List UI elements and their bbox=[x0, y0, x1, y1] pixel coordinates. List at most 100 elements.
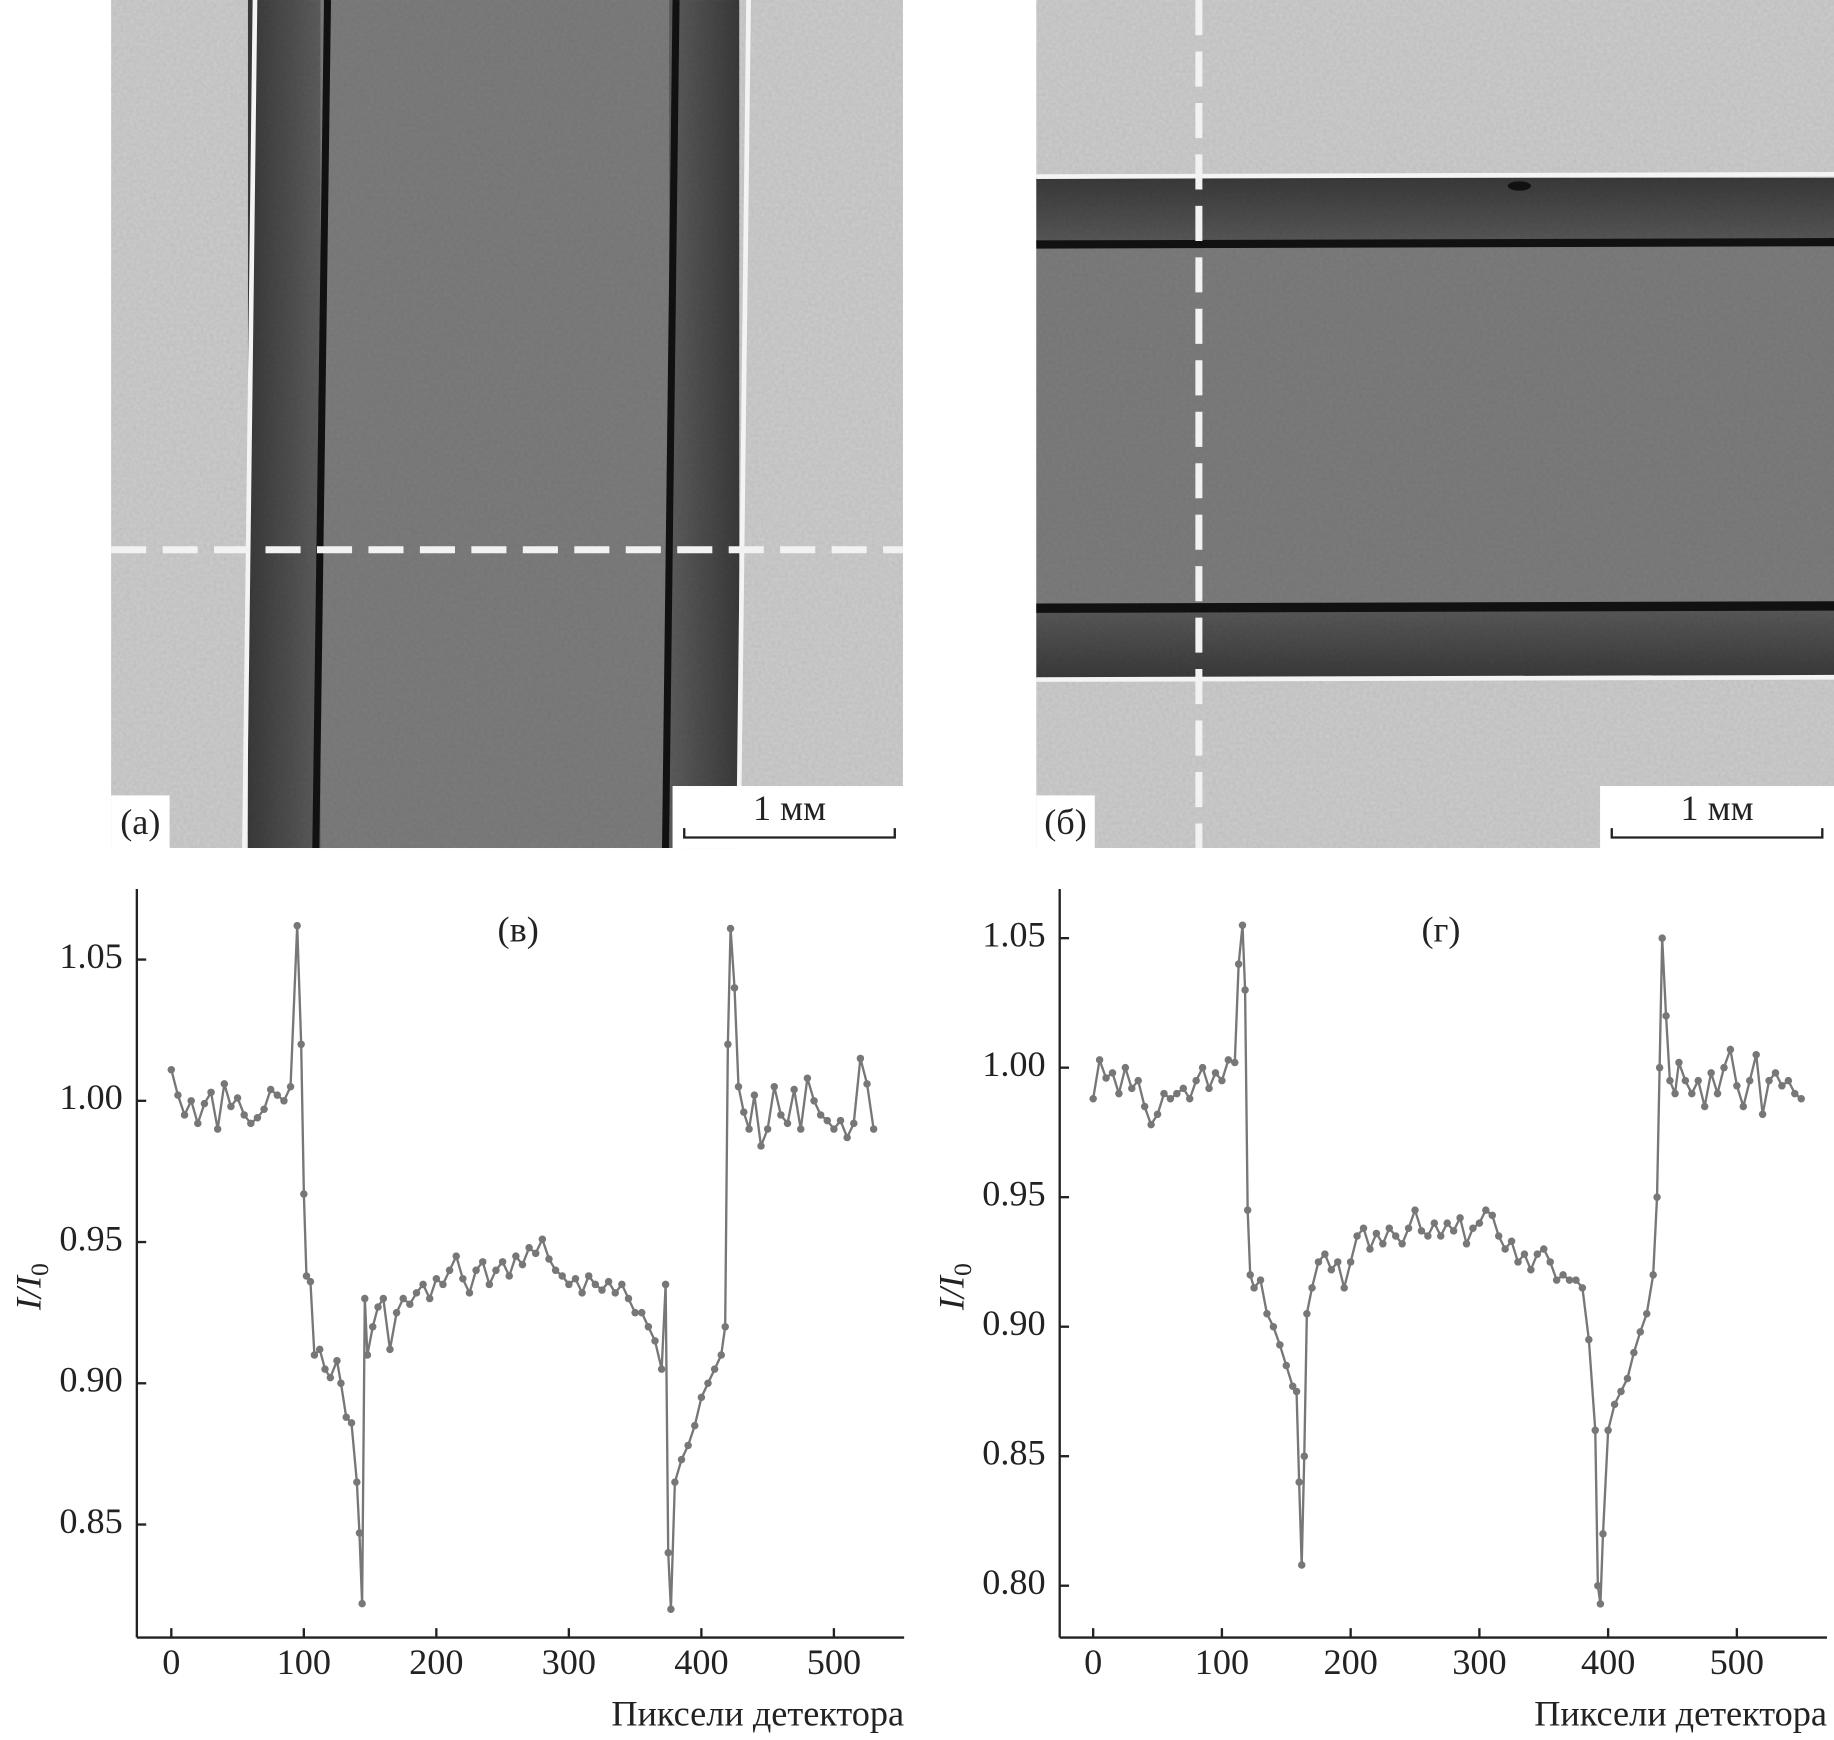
data-point bbox=[1366, 1245, 1374, 1253]
data-point bbox=[638, 1308, 646, 1317]
data-point bbox=[280, 1097, 288, 1105]
data-point bbox=[1591, 1426, 1599, 1435]
label-box bbox=[111, 795, 170, 849]
panel-label: (б) bbox=[1044, 802, 1087, 842]
data-point bbox=[361, 1294, 369, 1303]
data-point bbox=[1546, 1258, 1554, 1266]
data-point bbox=[300, 1190, 308, 1198]
data-point bbox=[266, 1085, 275, 1094]
data-point bbox=[1675, 1058, 1683, 1067]
data-point bbox=[863, 1080, 871, 1088]
data-point bbox=[1739, 1102, 1748, 1111]
data-point bbox=[492, 1266, 500, 1275]
data-point bbox=[337, 1379, 345, 1388]
x-tick-label: 400 bbox=[674, 1642, 728, 1682]
data-point bbox=[1594, 1581, 1602, 1590]
data-point bbox=[1334, 1258, 1342, 1266]
y-tick-label: 0.90 bbox=[59, 1360, 122, 1400]
data-point bbox=[1224, 1056, 1233, 1064]
data-point bbox=[472, 1266, 480, 1275]
y-axis-label-subscript: 0 bbox=[948, 1263, 977, 1276]
data-point bbox=[1658, 934, 1666, 942]
data-point bbox=[1520, 1250, 1529, 1258]
data-point bbox=[240, 1111, 248, 1119]
y-axis-label-subscript: 0 bbox=[25, 1263, 54, 1276]
label-box bbox=[1036, 795, 1095, 849]
data-point bbox=[734, 1082, 743, 1091]
data-point bbox=[1231, 1058, 1239, 1067]
data-point bbox=[333, 1356, 341, 1365]
data-point bbox=[763, 1125, 772, 1133]
data-point bbox=[368, 1323, 377, 1331]
data-point bbox=[315, 1345, 324, 1354]
data-point bbox=[1241, 986, 1249, 994]
data-point bbox=[1095, 1056, 1104, 1064]
data-point bbox=[797, 1125, 805, 1133]
data-point bbox=[1681, 1076, 1690, 1085]
data-point bbox=[1185, 1095, 1194, 1103]
data-point bbox=[651, 1337, 659, 1345]
data-point bbox=[598, 1286, 606, 1294]
data-point bbox=[1121, 1063, 1130, 1072]
data-point bbox=[618, 1280, 626, 1289]
scale-bar-label: 1 мм bbox=[753, 788, 826, 828]
data-point bbox=[1559, 1271, 1567, 1279]
data-point bbox=[631, 1308, 639, 1317]
data-point bbox=[1655, 1063, 1664, 1072]
data-line bbox=[1091, 925, 1802, 1604]
data-point bbox=[1797, 1095, 1805, 1103]
data-point bbox=[1527, 1265, 1535, 1274]
data-point bbox=[1321, 1250, 1329, 1258]
data-point bbox=[823, 1116, 832, 1125]
data-point bbox=[297, 1040, 305, 1049]
x-tick-label: 100 bbox=[1195, 1642, 1249, 1682]
data-point bbox=[1379, 1240, 1387, 1248]
data-point bbox=[1108, 1069, 1117, 1077]
data-point bbox=[565, 1280, 573, 1289]
data-point bbox=[1653, 1193, 1661, 1201]
data-point bbox=[310, 1351, 319, 1359]
data-point bbox=[439, 1280, 447, 1289]
data-point bbox=[644, 1323, 653, 1331]
data-point bbox=[1166, 1095, 1175, 1103]
data-point bbox=[227, 1102, 235, 1111]
y-axis-label-main: I/I bbox=[9, 1274, 49, 1311]
image-a-edges bbox=[111, 0, 903, 849]
data-point bbox=[1250, 1284, 1258, 1292]
scale-bar-label: 1 мм bbox=[1680, 788, 1753, 828]
data-point bbox=[273, 1091, 282, 1099]
data-point bbox=[750, 1091, 759, 1099]
data-point bbox=[1234, 960, 1243, 968]
data-point bbox=[664, 1549, 672, 1557]
data-point bbox=[1572, 1276, 1580, 1284]
data-point bbox=[1585, 1335, 1593, 1344]
data-point bbox=[1469, 1224, 1477, 1233]
x-axis-label: Пиксели детектора bbox=[611, 1693, 904, 1733]
data-point bbox=[1359, 1224, 1368, 1233]
data-point bbox=[1758, 1110, 1767, 1119]
data-point bbox=[1327, 1265, 1336, 1274]
data-point bbox=[783, 1119, 792, 1128]
data-point bbox=[293, 921, 301, 930]
data-point bbox=[1688, 1089, 1696, 1098]
y-axis-label-main: I/I bbox=[932, 1274, 972, 1311]
data-point bbox=[803, 1074, 812, 1082]
data-point bbox=[611, 1289, 619, 1297]
data-point bbox=[1303, 1310, 1311, 1318]
data-point bbox=[1771, 1069, 1780, 1077]
data-point bbox=[207, 1088, 215, 1097]
x-tick-label: 0 bbox=[1084, 1642, 1102, 1682]
data-point bbox=[1295, 1478, 1303, 1486]
data-point bbox=[1636, 1328, 1645, 1336]
data-point bbox=[545, 1255, 553, 1263]
y-tick-label: 1.05 bbox=[59, 936, 122, 976]
data-point bbox=[1482, 1206, 1490, 1214]
data-point bbox=[869, 1125, 878, 1133]
data-point bbox=[591, 1280, 600, 1289]
data-point bbox=[745, 1125, 753, 1133]
data-point bbox=[1263, 1310, 1271, 1318]
data-point bbox=[1256, 1276, 1265, 1284]
data-point bbox=[538, 1235, 547, 1243]
chart: 0.80 0.85 0.90 0.95 1.00 1.05 0 100 200 300 400 500… bbox=[932, 888, 1827, 1733]
